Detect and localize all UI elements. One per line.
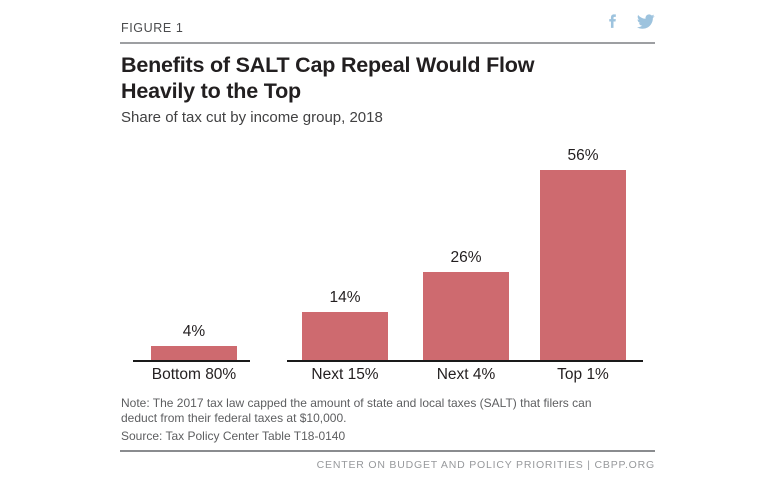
chart-subtitle: Share of tax cut by income group, 2018 xyxy=(121,109,383,126)
header-divider xyxy=(120,42,655,44)
bar-category-label: Bottom 80% xyxy=(151,366,237,383)
x-axis-segment xyxy=(287,360,643,362)
bar-category-label: Next 4% xyxy=(436,366,496,383)
bar xyxy=(423,272,509,360)
bar-value-label: 14% xyxy=(329,289,361,306)
bar-chart: 4% Bottom 80% 14% Next 15% 26% Next 4% 56% Top … xyxy=(120,140,655,388)
chart-title: Benefits of SALT Cap Repeal Would Flow H… xyxy=(121,53,535,103)
footer-divider xyxy=(120,450,655,452)
bar-value-label: 4% xyxy=(182,323,206,340)
bar-category-label: Next 15% xyxy=(311,366,379,383)
source-text: Source: Tax Policy Center Table T18-0140 xyxy=(121,429,346,443)
social-share-bar xyxy=(604,12,655,31)
bar xyxy=(151,346,237,360)
bar-category-label: Top 1% xyxy=(557,366,609,383)
bar xyxy=(302,312,388,360)
figure-label: FIGURE 1 xyxy=(121,21,184,35)
x-axis-segment xyxy=(133,360,250,362)
facebook-icon[interactable] xyxy=(604,12,621,31)
note-text: Note: The 2017 tax law capped the amount… xyxy=(121,396,592,425)
twitter-icon[interactable] xyxy=(636,13,655,30)
credit-text: CENTER ON BUDGET AND POLICY PRIORITIES |… xyxy=(316,459,655,471)
bar-value-label: 26% xyxy=(450,249,482,266)
bar xyxy=(540,170,626,360)
bar-value-label: 56% xyxy=(567,147,599,164)
